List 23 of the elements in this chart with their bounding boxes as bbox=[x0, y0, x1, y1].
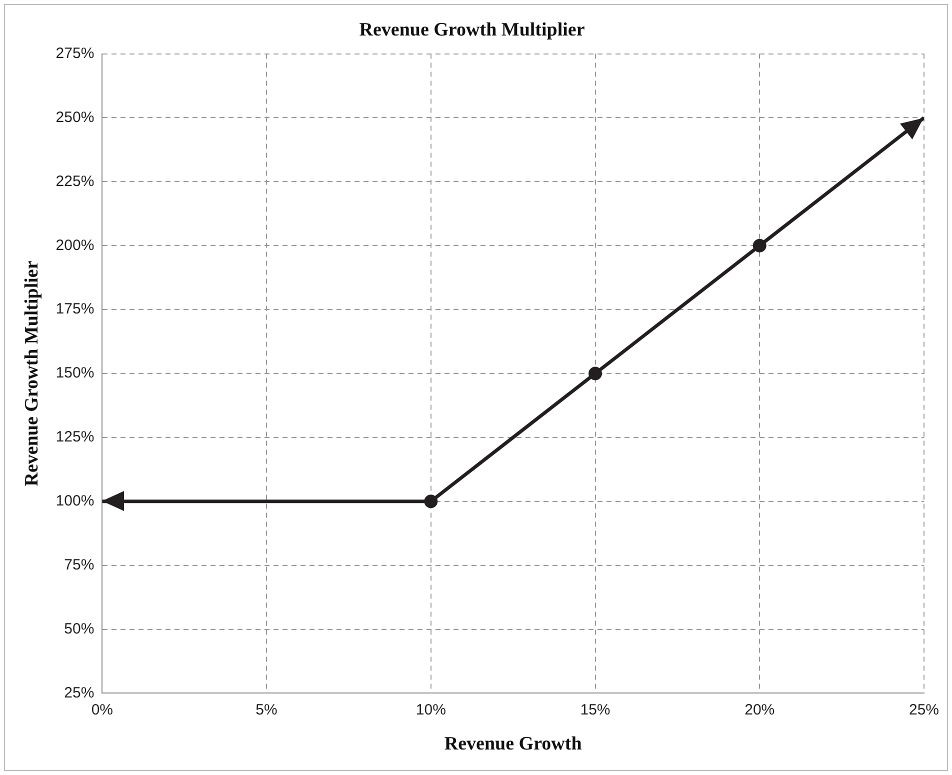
point bbox=[752, 238, 766, 252]
y-tick-label: 175% bbox=[56, 300, 94, 318]
point bbox=[424, 494, 438, 508]
y-axis-title: Revenue Growth Multiplier bbox=[21, 260, 42, 486]
y-tick-label: 275% bbox=[56, 44, 94, 62]
y-tick-label: 25% bbox=[64, 684, 94, 702]
x-tick-label: 10% bbox=[416, 701, 446, 718]
y-tick-label: 50% bbox=[64, 620, 94, 638]
y-tick-label: 250% bbox=[56, 108, 94, 126]
y-tick-label: 75% bbox=[64, 556, 94, 574]
x-axis-title: Revenue Growth bbox=[444, 734, 582, 755]
y-tick-label: 225% bbox=[56, 172, 94, 190]
y-tick-label: 150% bbox=[56, 364, 94, 382]
x-tick-label: 5% bbox=[256, 701, 278, 718]
point bbox=[588, 366, 602, 380]
y-tick-label: 200% bbox=[56, 236, 94, 254]
y-tick-label: 100% bbox=[56, 492, 94, 510]
chart-title: Revenue Growth Multiplier bbox=[359, 19, 586, 40]
x-tick-label: 20% bbox=[744, 701, 775, 718]
y-tick-label: 125% bbox=[56, 428, 94, 446]
x-tick-label: 25% bbox=[908, 701, 940, 718]
x-tick-label: 15% bbox=[580, 701, 610, 718]
x-tick-label: 0% bbox=[91, 701, 114, 718]
